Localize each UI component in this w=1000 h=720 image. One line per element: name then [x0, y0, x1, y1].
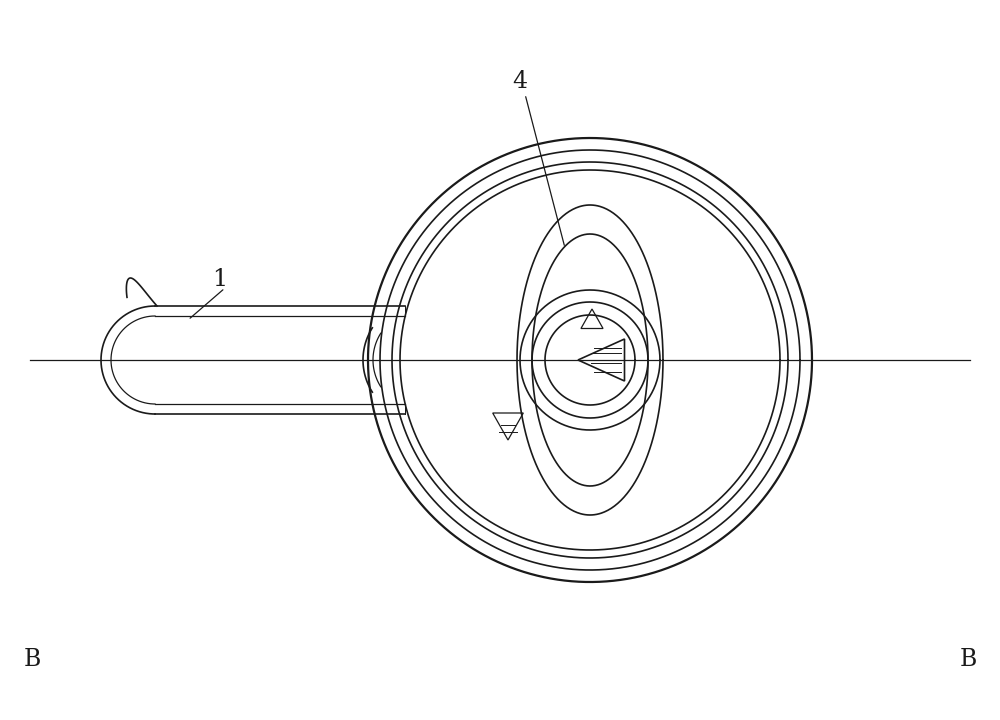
Text: 4: 4: [512, 71, 528, 94]
Text: B: B: [959, 649, 977, 672]
Text: B: B: [23, 649, 41, 672]
Text: 1: 1: [212, 269, 228, 292]
